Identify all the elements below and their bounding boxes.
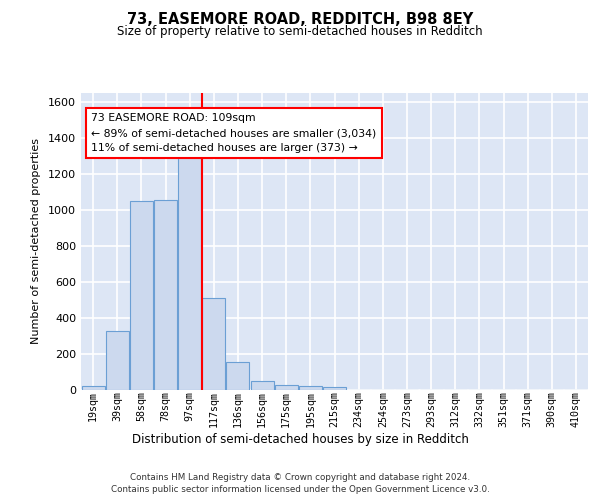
Bar xyxy=(178,158,201,390)
Text: Contains public sector information licensed under the Open Government Licence v3: Contains public sector information licen… xyxy=(110,485,490,494)
Bar xyxy=(154,200,177,390)
Bar xyxy=(251,381,274,390)
Bar xyxy=(106,330,128,390)
Bar xyxy=(202,298,225,390)
Y-axis label: Number of semi-detached properties: Number of semi-detached properties xyxy=(31,138,41,344)
Bar xyxy=(275,386,298,390)
Text: Distribution of semi-detached houses by size in Redditch: Distribution of semi-detached houses by … xyxy=(131,432,469,446)
Text: 73 EASEMORE ROAD: 109sqm
← 89% of semi-detached houses are smaller (3,034)
11% o: 73 EASEMORE ROAD: 109sqm ← 89% of semi-d… xyxy=(91,114,376,153)
Bar xyxy=(130,200,153,390)
Bar xyxy=(82,386,104,390)
Text: Contains HM Land Registry data © Crown copyright and database right 2024.: Contains HM Land Registry data © Crown c… xyxy=(130,472,470,482)
Bar xyxy=(226,362,250,390)
Text: Size of property relative to semi-detached houses in Redditch: Size of property relative to semi-detach… xyxy=(117,25,483,38)
Bar xyxy=(299,386,322,390)
Bar xyxy=(323,388,346,390)
Text: 73, EASEMORE ROAD, REDDITCH, B98 8EY: 73, EASEMORE ROAD, REDDITCH, B98 8EY xyxy=(127,12,473,28)
